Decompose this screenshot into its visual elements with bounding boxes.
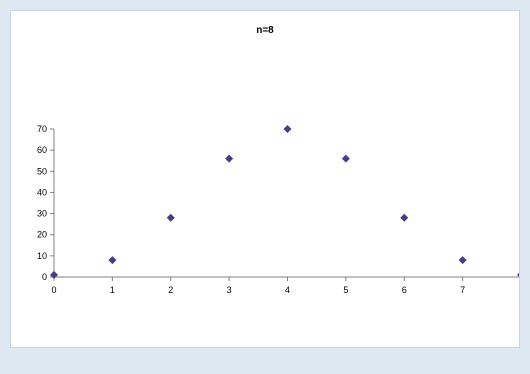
data-point — [458, 256, 467, 265]
x-tick-label: 6 — [402, 285, 407, 295]
y-tick-label: 10 — [37, 251, 47, 261]
data-point — [283, 125, 292, 133]
x-tick-label: 1 — [110, 285, 115, 295]
x-tick-label: 0 — [51, 285, 56, 295]
data-point — [166, 213, 175, 222]
data-point — [400, 213, 409, 222]
y-tick-label: 0 — [42, 272, 47, 282]
x-tick-label: 8 — [518, 285, 519, 295]
scatter-plot: 0 10 20 30 40 50 60 70 0 1 2 3 4 5 6 7 8 — [37, 124, 519, 295]
x-tick-label: 5 — [343, 285, 348, 295]
chart-title: n=8 — [256, 25, 274, 36]
data-point — [517, 272, 519, 277]
x-tick-label: 3 — [227, 285, 232, 295]
y-tick-label: 70 — [37, 124, 47, 134]
y-tick-label: 40 — [37, 187, 47, 197]
y-tick-label: 60 — [37, 145, 47, 155]
data-point — [108, 256, 117, 265]
x-tick-label: 4 — [285, 285, 290, 295]
data-point — [225, 154, 234, 163]
chart-area: n=8 0 10 20 30 40 50 60 70 0 1 2 3 4 5 6 7 8 — [10, 10, 520, 348]
y-tick-label: 30 — [37, 209, 47, 219]
y-tick-label: 20 — [37, 230, 47, 240]
y-tick-label: 50 — [37, 166, 47, 176]
data-point — [50, 270, 58, 279]
x-tick-label: 7 — [460, 285, 465, 295]
data-point — [341, 154, 350, 163]
x-tick-label: 2 — [168, 285, 173, 295]
